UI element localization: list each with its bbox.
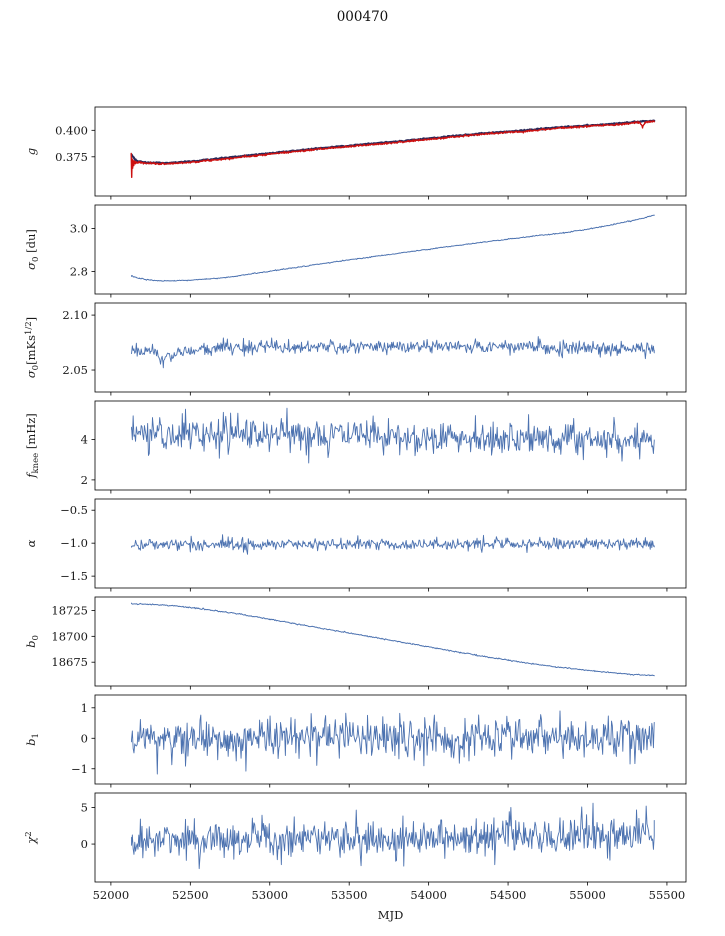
axes-frame [94, 792, 687, 883]
y-tick-label: 2.8 [70, 264, 88, 278]
y-axis-label-segment: α [24, 539, 38, 547]
axes-frame [94, 302, 687, 393]
y-tick-label: −1.0 [60, 536, 88, 550]
y-axis-label-segment: b [24, 641, 38, 648]
y-tick-label: 4 [81, 432, 88, 446]
y-tick-label: 5 [81, 801, 88, 815]
y-tick-label: 18675 [51, 655, 88, 669]
x-tick-label: 54500 [490, 888, 527, 902]
axes-frame [94, 596, 687, 687]
y-tick-label: 0 [81, 731, 88, 745]
y-axis-label: b1 [24, 733, 41, 746]
y-tick-label: 3.0 [70, 222, 88, 236]
y-axis-label-segment: 2 [24, 831, 34, 836]
y-axis-label-segment: [mKs [24, 335, 38, 365]
axes-frame [94, 694, 687, 785]
x-tick-label: 55000 [569, 888, 606, 902]
y-axis-label-segment: ] [24, 317, 38, 322]
y-axis-label: χ2 [24, 831, 38, 844]
x-tick-label: 52000 [93, 888, 130, 902]
y-axis-label: σ0[mKs1/2] [24, 317, 41, 378]
y-tick-label: 2.05 [62, 363, 88, 377]
axes-frame [94, 400, 687, 491]
y-axis-label-segment: 0 [31, 365, 41, 370]
series-sigma0-mks [131, 336, 655, 369]
y-axis-label: g [24, 148, 38, 155]
series-chi2 [131, 802, 655, 870]
y-axis-label-segment: knee [31, 453, 41, 474]
axes-frame [94, 204, 687, 295]
y-axis-label-segment: b [24, 739, 38, 746]
y-tick-label: 18700 [51, 629, 88, 643]
axes-frame [94, 106, 687, 197]
series-b0 [131, 602, 655, 677]
y-axis-label: α [24, 539, 38, 547]
y-axis-label-segment: 1/2 [24, 321, 34, 335]
panel-alpha: −0.5 −1.0 −1.5 α [24, 498, 687, 592]
y-axis-label: b0 [24, 635, 41, 648]
series-sigma0-du [131, 214, 655, 282]
x-tick-label: 54000 [410, 888, 447, 902]
y-axis-label-segment: 1 [31, 733, 41, 738]
panel-sigma0-du: 2.8 3.0 σ0 [du] [24, 204, 687, 298]
y-axis-label-segment: [du] [24, 229, 38, 256]
panel-chi2: 0 5 χ2 52000 52500 53000 53500 54000 54500 55000 5… [24, 792, 687, 902]
y-axis-label-segment: [mHz] [24, 413, 38, 453]
series-g-overlay-red [130, 120, 655, 179]
x-axis-label: MJD [378, 908, 404, 922]
series-g-underlying-dark [130, 119, 656, 165]
y-tick-label: 0.375 [55, 150, 88, 164]
panel-b0: 18675 18700 18725 b0 [24, 596, 687, 690]
y-axis-label-segment: 0 [31, 635, 41, 640]
y-tick-label: 1 [81, 701, 88, 715]
y-axis-label-segment: 0 [31, 257, 41, 262]
figure-title: 000470 [336, 9, 389, 25]
y-tick-label: 0.400 [55, 123, 88, 137]
y-axis-label-segment: σ [24, 369, 38, 378]
x-tick-label: 52500 [172, 888, 209, 902]
panel-g: 0.375 0.400 g [24, 106, 687, 200]
y-axis-label-segment: χ [24, 836, 38, 845]
y-tick-label: 2.10 [62, 308, 88, 322]
y-axis-label-segment: g [24, 148, 38, 155]
series-alpha [131, 534, 655, 555]
y-tick-label: −1 [71, 762, 88, 776]
x-tick-label: 53500 [331, 888, 368, 902]
series-b1 [131, 710, 655, 775]
series-fknee [131, 407, 655, 464]
y-axis-label: σ0 [du] [24, 229, 41, 270]
y-tick-label: 18725 [51, 603, 88, 617]
y-tick-label: 2 [81, 473, 88, 487]
y-axis-label-segment: f [24, 472, 38, 479]
y-axis-label: fknee [mHz] [24, 413, 41, 479]
y-axis-label-segment: σ [24, 261, 38, 270]
y-tick-label: −1.5 [60, 569, 88, 583]
y-tick-label: −0.5 [60, 503, 88, 517]
x-tick-label: 53000 [251, 888, 288, 902]
y-tick-label: 0 [81, 837, 88, 851]
panel-sigma0-mks: 2.05 2.10 σ0[mKs1/2] [24, 302, 687, 396]
x-tick-label: 55500 [649, 888, 686, 902]
panel-fknee: 2 4 fknee [mHz] [24, 400, 687, 494]
